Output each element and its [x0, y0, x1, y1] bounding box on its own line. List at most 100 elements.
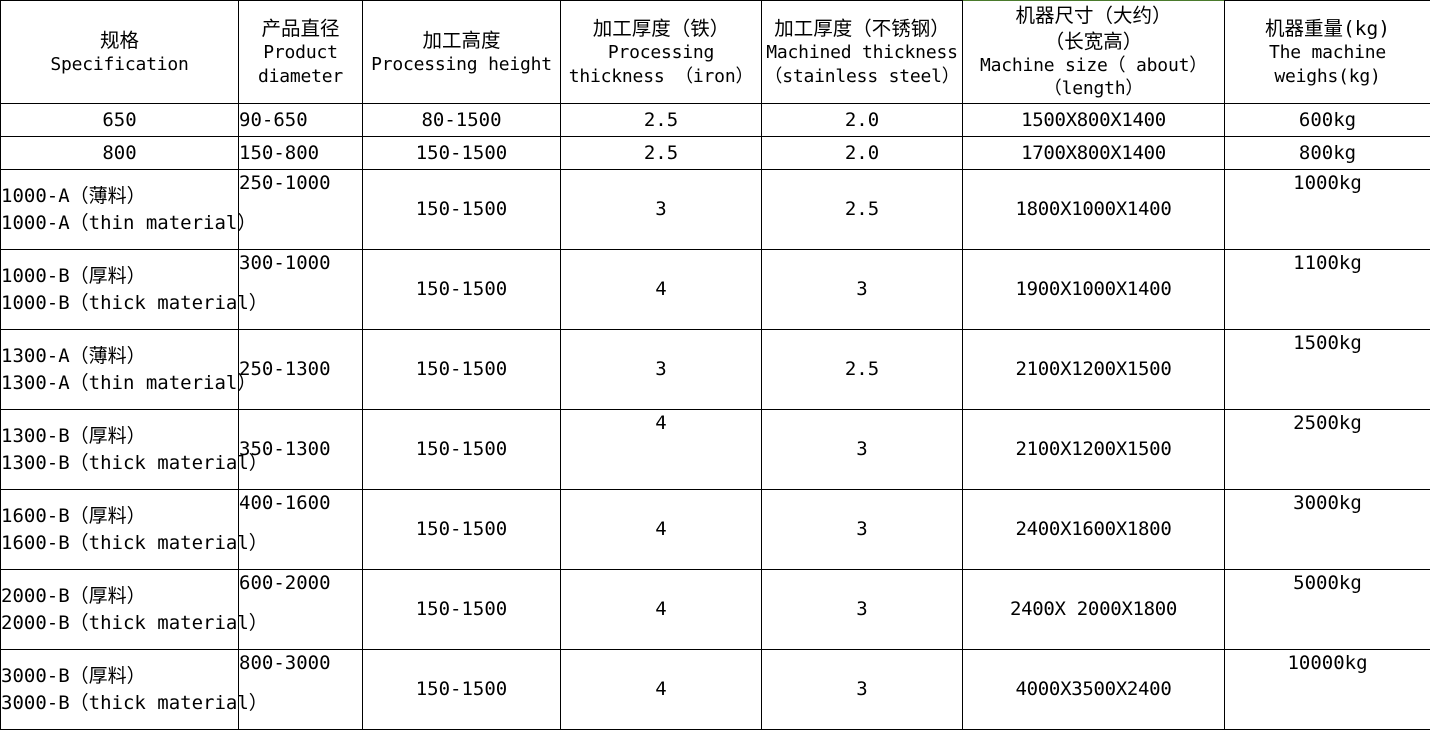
column-header-thickness-stainless: 加工厚度（不锈钢） Machined thickness （stainless … — [762, 1, 963, 104]
cell-thickness-iron: 3 — [561, 170, 762, 250]
table-row: 650 90-650 80-1500 2.5 2.0 1500X800X1400… — [1, 104, 1430, 137]
cell-machine-weight: 3000kg — [1225, 490, 1430, 570]
cell-machine-size: 2400X 2000X1800 — [963, 570, 1225, 650]
cell-thickness-stainless: 3 — [762, 570, 963, 650]
cell-specification-cjk: 2000-B（厚料） — [1, 583, 238, 610]
cell-thickness-stainless: 3 — [762, 410, 963, 490]
header-row: 规格 Specification 产品直径 Product diameter 加… — [1, 1, 1430, 104]
cell-specification: 3000-B（厚料） 3000-B（thick material） — [1, 650, 239, 730]
cell-machine-size: 1500X800X1400 — [963, 104, 1225, 137]
table-row: 1000-B（厚料） 1000-B（thick material） 300-10… — [1, 250, 1430, 330]
cell-machine-size: 2100X1200X1500 — [963, 330, 1225, 410]
cell-specification: 1600-B（厚料） 1600-B（thick material） — [1, 490, 239, 570]
cell-product-diameter: 250-1300 — [239, 330, 363, 410]
cell-thickness-stainless: 3 — [762, 490, 963, 570]
cell-specification-en: 3000-B（thick material） — [1, 690, 238, 717]
header-cjk-processing-height: 加工高度 — [363, 28, 560, 53]
header-cjk-thickness-stainless: 加工厚度（不锈钢） — [762, 16, 962, 41]
cell-specification-cjk: 1600-B（厚料） — [1, 503, 238, 530]
cell-machine-weight: 5000kg — [1225, 570, 1430, 650]
header-en-processing-height: Processing height — [363, 53, 560, 76]
cell-product-diameter: 600-2000 — [239, 570, 363, 650]
column-header-machine-weight: 机器重量(kg) The machine weighs(kg) — [1225, 1, 1430, 104]
cell-machine-size: 1800X1000X1400 — [963, 170, 1225, 250]
cell-machine-size: 4000X3500X2400 — [963, 650, 1225, 730]
header-cjk-product-diameter: 产品直径 — [239, 16, 362, 41]
header-en-thickness-iron-line1: Processing — [561, 41, 761, 64]
cell-machine-weight: 1100kg — [1225, 250, 1430, 330]
cell-product-diameter: 90-650 — [239, 104, 363, 137]
cell-processing-height: 150-1500 — [363, 570, 561, 650]
cell-machine-weight: 800kg — [1225, 137, 1430, 170]
cell-thickness-iron: 4 — [561, 490, 762, 570]
table-header: 规格 Specification 产品直径 Product diameter 加… — [1, 1, 1430, 104]
cell-product-diameter: 150-800 — [239, 137, 363, 170]
cell-processing-height: 150-1500 — [363, 170, 561, 250]
cell-processing-height: 150-1500 — [363, 650, 561, 730]
cell-machine-size: 2400X1600X1800 — [963, 490, 1225, 570]
header-en-thickness-iron-line2: thickness （iron） — [561, 65, 761, 88]
cell-thickness-iron: 4 — [561, 250, 762, 330]
cell-processing-height: 150-1500 — [363, 490, 561, 570]
cell-product-diameter: 300-1000 — [239, 250, 363, 330]
cell-thickness-iron: 2.5 — [561, 104, 762, 137]
cell-specification: 800 — [1, 137, 239, 170]
header-en-machine-weight-line1: The machine — [1225, 41, 1430, 64]
header-cjk-thickness-iron: 加工厚度（铁） — [561, 16, 761, 41]
column-header-processing-height: 加工高度 Processing height — [363, 1, 561, 104]
cell-processing-height: 150-1500 — [363, 410, 561, 490]
cell-specification-en: 1000-A（thin material） — [1, 210, 238, 237]
header-en-specification: Specification — [1, 53, 238, 76]
table-row: 800 150-800 150-1500 2.5 2.0 1700X800X14… — [1, 137, 1430, 170]
cell-thickness-iron: 4 — [561, 570, 762, 650]
header-cjk-specification: 规格 — [1, 28, 238, 53]
cell-specification: 1000-A（薄料） 1000-A（thin material） — [1, 170, 239, 250]
table-body: 650 90-650 80-1500 2.5 2.0 1500X800X1400… — [1, 104, 1430, 730]
column-header-machine-size: 机器尺寸（大约） （长宽高） Machine size（ about） （len… — [963, 1, 1225, 104]
cell-product-diameter: 400-1600 — [239, 490, 363, 570]
cell-specification-cjk: 1000-A（薄料） — [1, 183, 238, 210]
cell-processing-height: 150-1500 — [363, 250, 561, 330]
cell-specification-en: 1300-B（thick material） — [1, 450, 238, 477]
cell-specification-cjk: 3000-B（厚料） — [1, 663, 238, 690]
header-cjk-machine-size-line1: 机器尺寸（大约） — [963, 3, 1224, 28]
cell-machine-weight: 600kg — [1225, 104, 1430, 137]
column-header-specification: 规格 Specification — [1, 1, 239, 104]
cell-product-diameter: 800-3000 — [239, 650, 363, 730]
header-en-product-diameter-line1: Product — [239, 41, 362, 64]
cell-thickness-stainless: 2.5 — [762, 170, 963, 250]
cell-machine-weight: 1000kg — [1225, 170, 1430, 250]
cell-machine-weight: 10000kg — [1225, 650, 1430, 730]
cell-thickness-iron: 4 — [561, 410, 762, 490]
cell-thickness-iron: 4 — [561, 650, 762, 730]
header-cjk-machine-size-line2: （长宽高） — [963, 29, 1224, 54]
cell-specification-cjk: 1000-B（厚料） — [1, 263, 238, 290]
cell-specification-cjk: 1300-A（薄料） — [1, 343, 238, 370]
cell-thickness-iron: 3 — [561, 330, 762, 410]
table-row: 1300-A（薄料） 1300-A（thin material） 250-130… — [1, 330, 1430, 410]
cell-specification-en: 1300-A（thin material） — [1, 370, 238, 397]
header-cjk-machine-weight: 机器重量(kg) — [1225, 16, 1430, 41]
cell-product-diameter: 350-1300 — [239, 410, 363, 490]
header-en-product-diameter-line2: diameter — [239, 65, 362, 88]
header-en-thickness-stainless-line2: （stainless steel） — [762, 65, 962, 88]
cell-specification-en: 1000-B（thick material） — [1, 290, 238, 317]
cell-machine-size: 2100X1200X1500 — [963, 410, 1225, 490]
cell-specification: 2000-B（厚料） 2000-B（thick material） — [1, 570, 239, 650]
cell-specification-cjk: 1300-B（厚料） — [1, 423, 238, 450]
header-en-machine-size-line1: Machine size（ about） — [963, 54, 1224, 77]
cell-specification: 1300-A（薄料） 1300-A（thin material） — [1, 330, 239, 410]
cell-machine-size: 1700X800X1400 — [963, 137, 1225, 170]
cell-processing-height: 80-1500 — [363, 104, 561, 137]
cell-specification: 1000-B（厚料） 1000-B（thick material） — [1, 250, 239, 330]
table-row: 1600-B（厚料） 1600-B（thick material） 400-16… — [1, 490, 1430, 570]
table-row: 2000-B（厚料） 2000-B（thick material） 600-20… — [1, 570, 1430, 650]
cell-thickness-stainless: 3 — [762, 650, 963, 730]
cell-thickness-stainless: 2.0 — [762, 104, 963, 137]
cell-specification-en: 2000-B（thick material） — [1, 610, 238, 637]
cell-product-diameter: 250-1000 — [239, 170, 363, 250]
cell-thickness-stainless: 2.0 — [762, 137, 963, 170]
cell-specification: 650 — [1, 104, 239, 137]
table-row: 1300-B（厚料） 1300-B（thick material） 350-13… — [1, 410, 1430, 490]
